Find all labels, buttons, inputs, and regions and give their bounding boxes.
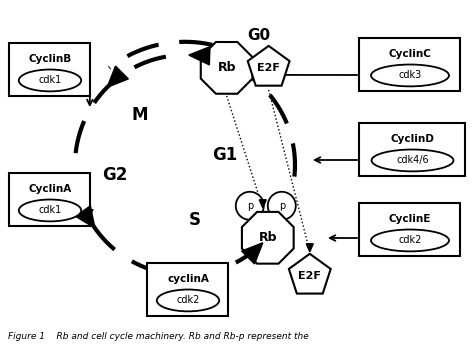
Polygon shape [107,66,128,87]
Text: CyclinD: CyclinD [391,134,435,143]
Circle shape [236,192,264,220]
Text: G1: G1 [212,146,237,164]
Ellipse shape [372,149,454,171]
FancyBboxPatch shape [359,37,461,90]
Text: CyclinC: CyclinC [389,49,431,59]
Polygon shape [289,254,331,294]
Ellipse shape [371,230,449,251]
Text: cdk1: cdk1 [38,206,62,215]
Polygon shape [306,244,313,252]
Text: E2F: E2F [298,271,321,281]
Text: cyclinA: cyclinA [167,274,209,284]
Text: cdk3: cdk3 [398,70,422,80]
Text: Rb: Rb [258,231,277,244]
Polygon shape [242,212,294,263]
Text: CyclinA: CyclinA [28,184,72,194]
Text: S: S [189,211,201,229]
Ellipse shape [19,69,81,91]
Text: cdk2: cdk2 [398,236,422,245]
Polygon shape [242,243,263,264]
Ellipse shape [19,200,81,221]
FancyBboxPatch shape [359,202,461,255]
Ellipse shape [371,65,449,86]
Polygon shape [189,47,210,65]
Polygon shape [248,46,290,86]
Polygon shape [259,200,266,208]
Polygon shape [201,42,253,94]
FancyBboxPatch shape [9,43,91,96]
Text: p: p [279,201,285,211]
Text: p: p [246,201,253,211]
Text: Figure 1    Rb and cell cycle machinery. Rb and Rb-p represent the: Figure 1 Rb and cell cycle machinery. Rb… [8,332,309,341]
FancyBboxPatch shape [147,262,228,315]
Text: M: M [132,106,148,124]
Text: cdk1: cdk1 [38,75,62,86]
Text: CyclinE: CyclinE [389,214,431,224]
Text: G2: G2 [102,166,128,184]
Text: cdk4/6: cdk4/6 [396,155,429,165]
Text: cdk2: cdk2 [176,296,200,305]
Text: CyclinB: CyclinB [28,54,72,64]
Circle shape [268,192,296,220]
Polygon shape [75,206,95,228]
Text: G0: G0 [247,28,271,43]
Text: E2F: E2F [257,63,280,73]
Text: Rb: Rb [218,61,236,74]
Ellipse shape [157,290,219,311]
FancyBboxPatch shape [9,172,91,225]
FancyBboxPatch shape [359,122,465,176]
